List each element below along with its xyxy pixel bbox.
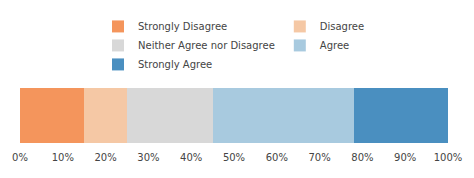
svg-text:Agree: Agree [320,40,349,51]
svg-text:60%: 60% [266,152,288,163]
svg-text:0%: 0% [12,152,28,163]
svg-text:100%: 100% [434,152,463,163]
svg-text:Disagree: Disagree [320,21,364,32]
svg-text:80%: 80% [351,152,373,163]
svg-text:70%: 70% [308,152,330,163]
svg-text:30%: 30% [137,152,159,163]
svg-text:90%: 90% [394,152,416,163]
svg-text:Strongly Disagree: Strongly Disagree [138,21,227,32]
svg-text:50%: 50% [223,152,245,163]
svg-text:Neither Agree nor Disagree: Neither Agree nor Disagree [138,40,275,51]
svg-text:10%: 10% [52,152,74,163]
svg-text:Strongly Agree: Strongly Agree [138,59,212,70]
svg-text:20%: 20% [94,152,116,163]
svg-text:40%: 40% [180,152,202,163]
